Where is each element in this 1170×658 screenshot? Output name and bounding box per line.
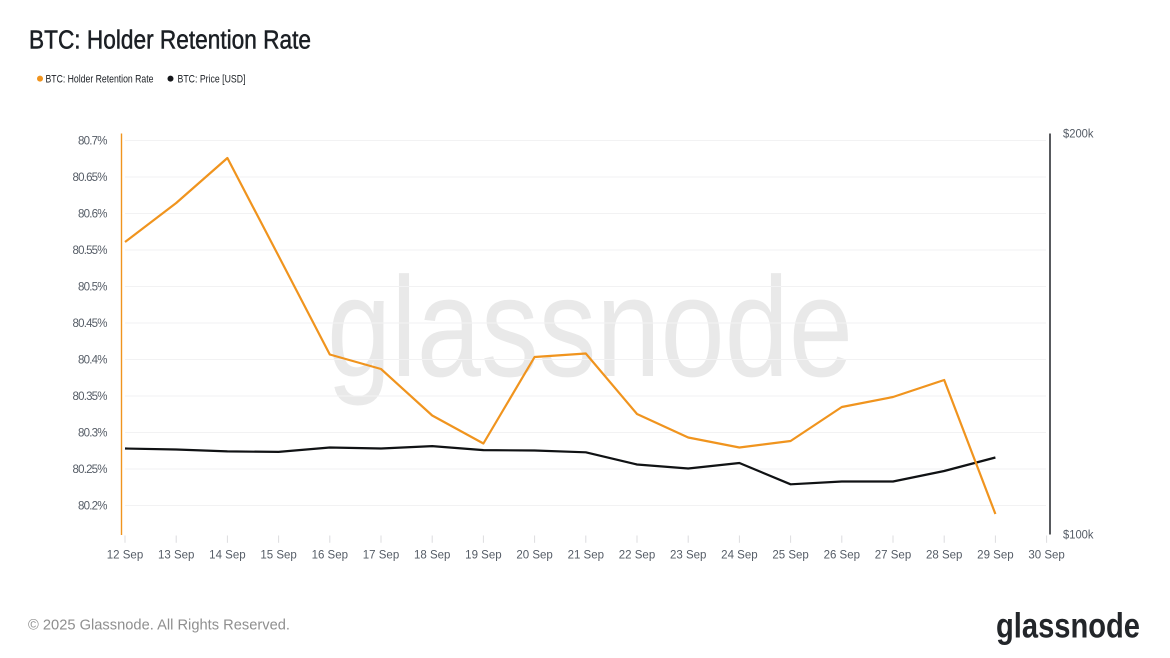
svg-text:29 Sep: 29 Sep [977, 550, 1013, 562]
svg-text:80.25%: 80.25% [73, 464, 108, 476]
svg-text:$100k: $100k [1063, 530, 1094, 542]
svg-text:19 Sep: 19 Sep [465, 550, 501, 562]
svg-text:12 Sep: 12 Sep [107, 550, 143, 562]
svg-text:80.2%: 80.2% [78, 501, 108, 513]
svg-text:80.6%: 80.6% [78, 209, 108, 221]
svg-text:17 Sep: 17 Sep [363, 550, 399, 562]
svg-text:80.7%: 80.7% [78, 136, 108, 148]
svg-text:24 Sep: 24 Sep [721, 550, 757, 562]
svg-text:22 Sep: 22 Sep [619, 550, 655, 562]
svg-text:15 Sep: 15 Sep [260, 550, 296, 562]
svg-text:28 Sep: 28 Sep [926, 550, 962, 562]
svg-text:80.4%: 80.4% [78, 355, 108, 367]
svg-text:glassnode: glassnode [327, 248, 853, 407]
svg-text:18 Sep: 18 Sep [414, 550, 450, 562]
svg-text:80.35%: 80.35% [73, 391, 108, 403]
svg-text:80.55%: 80.55% [73, 245, 108, 257]
svg-text:80.45%: 80.45% [73, 318, 108, 330]
svg-text:26 Sep: 26 Sep [824, 550, 860, 562]
svg-text:BTC: Holder Retention Rate: BTC: Holder Retention Rate [46, 74, 154, 86]
svg-text:13 Sep: 13 Sep [158, 550, 194, 562]
svg-text:80.5%: 80.5% [78, 282, 108, 294]
svg-text:© 2025 Glassnode. All Rights R: © 2025 Glassnode. All Rights Reserved. [28, 617, 290, 634]
svg-text:glassnode: glassnode [996, 607, 1140, 646]
svg-text:$200k: $200k [1063, 129, 1094, 141]
svg-text:20 Sep: 20 Sep [516, 550, 552, 562]
svg-text:30 Sep: 30 Sep [1028, 550, 1064, 562]
svg-text:16 Sep: 16 Sep [312, 550, 348, 562]
svg-text:80.65%: 80.65% [73, 172, 108, 184]
svg-text:14 Sep: 14 Sep [209, 550, 245, 562]
svg-text:21 Sep: 21 Sep [568, 550, 604, 562]
svg-text:27 Sep: 27 Sep [875, 550, 911, 562]
svg-text:23 Sep: 23 Sep [670, 550, 706, 562]
svg-text:25 Sep: 25 Sep [772, 550, 808, 562]
svg-text:BTC: Holder Retention Rate: BTC: Holder Retention Rate [29, 27, 311, 55]
svg-text:80.3%: 80.3% [78, 428, 108, 440]
svg-text:BTC: Price [USD]: BTC: Price [USD] [178, 74, 246, 86]
